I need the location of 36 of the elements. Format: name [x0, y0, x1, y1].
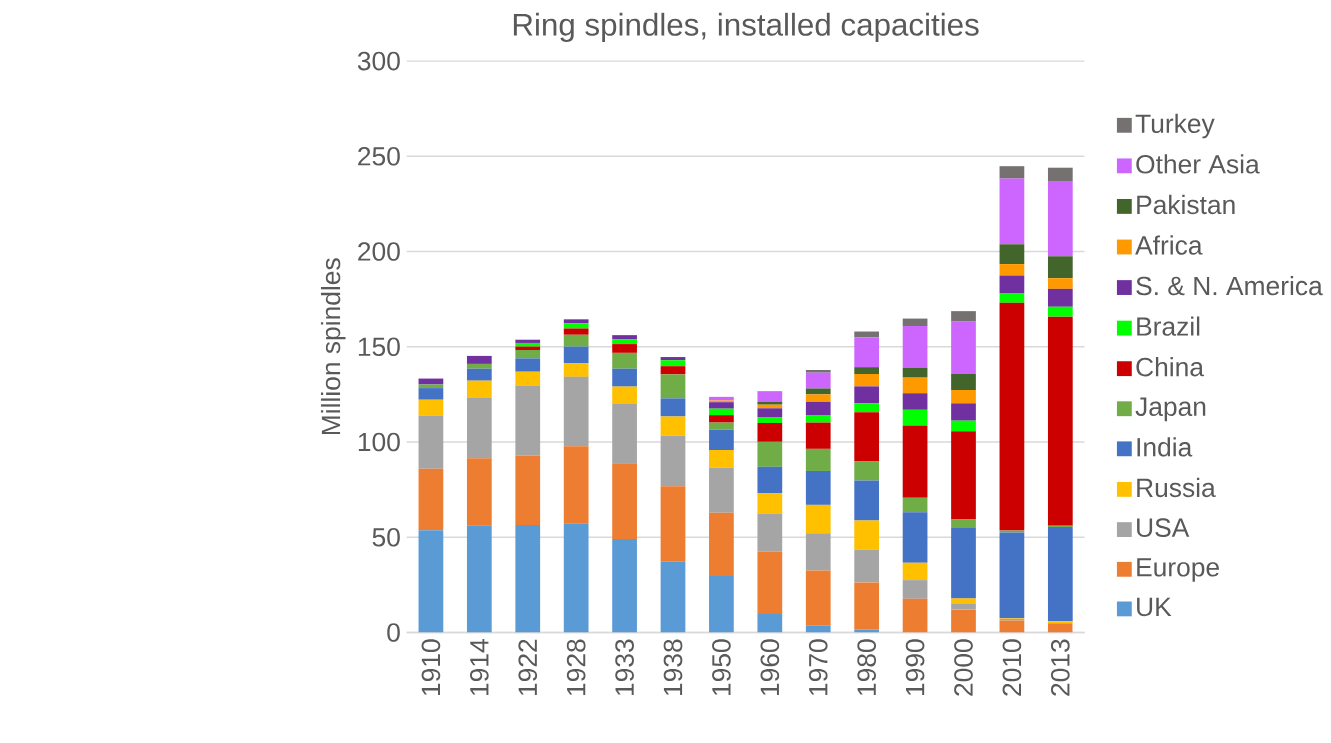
x-tick-label: 1910: [421, 639, 441, 696]
y-axis-title: Million spindles: [320, 258, 346, 435]
y-tick-label: 100: [358, 432, 400, 452]
legend-label: Africa: [1135, 235, 1203, 255]
x-tick-label: 1970: [808, 639, 828, 696]
legend-label: S. & N. America: [1136, 275, 1323, 296]
legend-label: UK: [1137, 597, 1172, 617]
legend-label: Brazil: [1137, 316, 1200, 336]
legend-label: Turkey: [1135, 113, 1215, 139]
x-tick-label: 1914: [470, 639, 489, 696]
legend-label: Europe: [1137, 558, 1219, 582]
x-tick-label: 1990: [905, 639, 925, 696]
y-tick-label: 200: [358, 242, 400, 261]
y-tick-label: 50: [372, 527, 400, 547]
x-tick-label: 1950: [712, 639, 731, 696]
x-tick-label: 2013: [1051, 639, 1070, 696]
x-tick-label: 2010: [1002, 639, 1022, 696]
legend-label: China: [1136, 357, 1204, 377]
legend-label: Other Asia: [1136, 154, 1260, 174]
legend-label: Russia: [1137, 477, 1216, 498]
x-tick-label: 1933: [615, 639, 634, 696]
legend-label: USA: [1137, 518, 1190, 538]
legend-label: Japan: [1135, 397, 1206, 422]
x-tick-label: 2000: [954, 639, 973, 696]
legend-label: Pakistan: [1137, 194, 1235, 215]
legend-label: India: [1137, 437, 1193, 457]
x-tick-label: 1928: [566, 639, 586, 696]
y-tick-label: 300: [357, 51, 400, 71]
y-tick-label: 250: [358, 146, 400, 166]
y-tick-label: 0: [387, 623, 400, 642]
x-tick-label: 1938: [663, 639, 683, 696]
chart-title: Ring spindles, installed capacities: [513, 12, 979, 43]
x-tick-label: 1960: [760, 639, 780, 696]
x-tick-label: 1922: [518, 639, 538, 696]
y-tick-label: 150: [358, 337, 400, 357]
x-tick-label: 1980: [857, 639, 877, 696]
